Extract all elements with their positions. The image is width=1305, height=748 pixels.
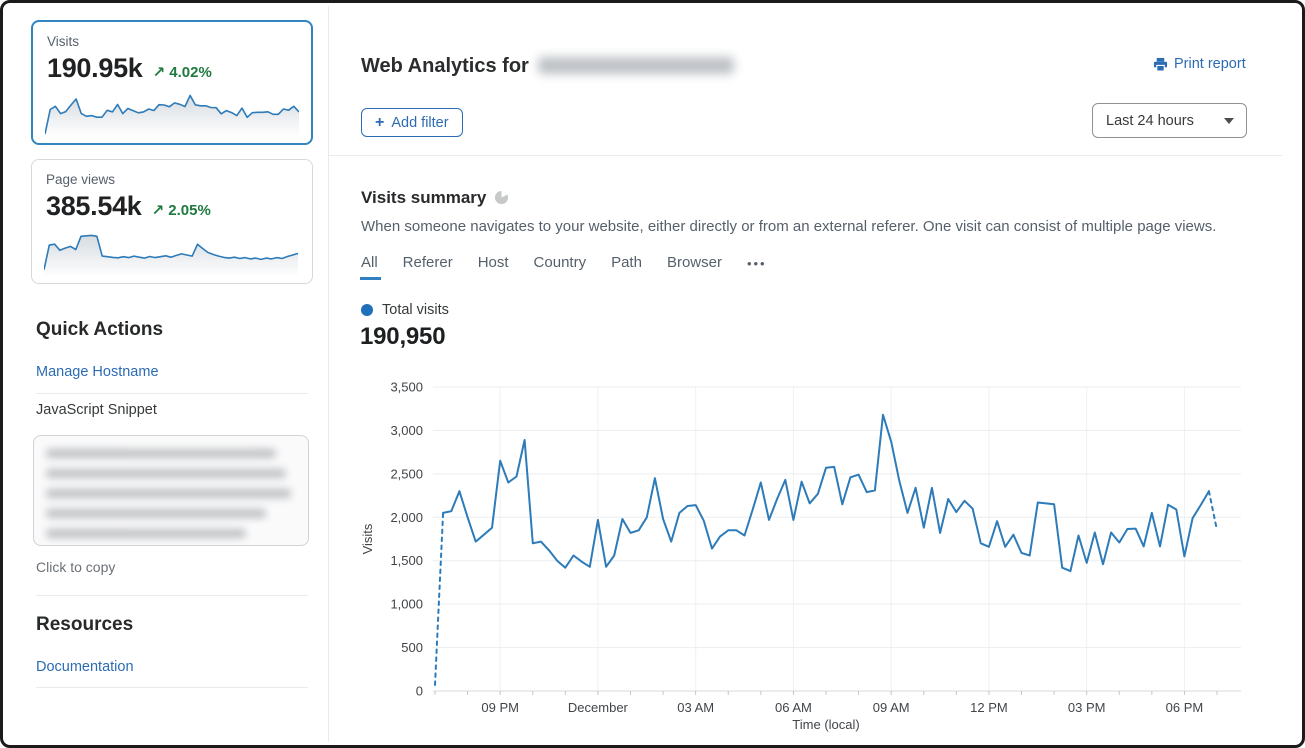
tab-all[interactable]: All	[360, 254, 381, 280]
javascript-snippet-label: JavaScript Snippet	[36, 402, 157, 418]
divider	[36, 595, 308, 596]
pageviews-sparkline-chart	[44, 234, 298, 277]
legend-label: Total visits	[382, 302, 449, 318]
time-range-value: Last 24 hours	[1106, 112, 1194, 129]
chevron-down-icon	[1224, 117, 1234, 124]
chart-legend: Total visits	[361, 302, 449, 318]
main-divider	[329, 155, 1282, 156]
redacted-code-line	[46, 489, 291, 498]
pie-chart-icon	[494, 190, 509, 210]
svg-text:09 PM: 09 PM	[481, 700, 519, 715]
total-visits-value: 190,950	[360, 323, 446, 350]
visits-card-label: Visits	[47, 34, 80, 49]
page-title: Web Analytics for	[361, 55, 734, 78]
pageviews-card-label: Page views	[46, 172, 116, 187]
visits-metric-card[interactable]: Visits 190.95k ↗ 4.02%	[31, 20, 313, 145]
summary-tabs: All Referer Host Country Path Browser •••	[360, 254, 767, 280]
tab-browser[interactable]: Browser	[666, 254, 722, 271]
svg-text:03 AM: 03 AM	[677, 700, 714, 715]
svg-text:Time (local): Time (local)	[792, 717, 859, 732]
visits-timeseries-chart: 0 500 1,000 1,500 2,000 2,500 3,000 3,500 09 PM D…	[360, 380, 1241, 732]
manage-hostname-link[interactable]: Manage Hostname	[36, 364, 159, 380]
pageviews-card-value: 385.54k	[46, 191, 142, 221]
svg-text:2,000: 2,000	[390, 510, 423, 525]
redacted-code-line	[46, 449, 276, 458]
svg-text:3,500: 3,500	[390, 380, 423, 395]
tabs-overflow-button[interactable]: •••	[746, 256, 767, 271]
svg-text:December: December	[568, 700, 629, 715]
svg-text:2,500: 2,500	[390, 466, 423, 481]
printer-icon	[1153, 57, 1168, 72]
divider	[36, 393, 308, 394]
pageviews-metric-card[interactable]: Page views 385.54k ↗ 2.05%	[31, 159, 313, 284]
visits-summary-title: Visits summary	[361, 188, 509, 210]
resources-title: Resources	[36, 614, 134, 635]
sidebar-divider	[328, 6, 329, 742]
svg-text:03 PM: 03 PM	[1068, 700, 1106, 715]
svg-text:0: 0	[416, 684, 423, 699]
visits-card-delta: ↗ 4.02%	[152, 64, 212, 81]
click-to-copy-hint: Click to copy	[36, 559, 116, 575]
svg-text:1,500: 1,500	[390, 553, 423, 568]
svg-text:500: 500	[401, 640, 423, 655]
visits-sparkline-chart	[45, 94, 299, 137]
tab-country[interactable]: Country	[533, 254, 587, 271]
visits-summary-description: When someone navigates to your website, …	[361, 218, 1217, 235]
svg-text:1,000: 1,000	[390, 597, 423, 612]
redacted-code-line	[46, 509, 266, 518]
add-filter-button[interactable]: + Add filter	[361, 108, 463, 137]
javascript-snippet-code-box[interactable]	[33, 435, 309, 546]
tab-path[interactable]: Path	[611, 254, 642, 271]
legend-dot-icon	[361, 304, 373, 316]
pageviews-card-delta: ↗ 2.05%	[151, 202, 211, 219]
plus-icon: +	[375, 113, 385, 131]
svg-text:06 PM: 06 PM	[1166, 700, 1204, 715]
svg-text:12 PM: 12 PM	[970, 700, 1008, 715]
redacted-code-line	[46, 529, 246, 538]
tab-host[interactable]: Host	[477, 254, 509, 271]
quick-actions-title: Quick Actions	[36, 319, 164, 340]
tab-referer[interactable]: Referer	[402, 254, 453, 271]
add-filter-label: Add filter	[391, 114, 449, 131]
print-report-button[interactable]: Print report	[1153, 56, 1246, 72]
svg-text:09 AM: 09 AM	[873, 700, 910, 715]
svg-text:06 AM: 06 AM	[775, 700, 812, 715]
documentation-link[interactable]: Documentation	[36, 659, 134, 675]
svg-text:3,000: 3,000	[390, 423, 423, 438]
divider	[36, 687, 308, 688]
time-range-select[interactable]: Last 24 hours	[1092, 103, 1247, 138]
visits-card-value: 190.95k	[47, 53, 143, 83]
redacted-code-line	[46, 469, 286, 478]
svg-text:Visits: Visits	[360, 523, 375, 554]
print-report-label: Print report	[1174, 56, 1246, 72]
redacted-domain	[537, 57, 734, 74]
